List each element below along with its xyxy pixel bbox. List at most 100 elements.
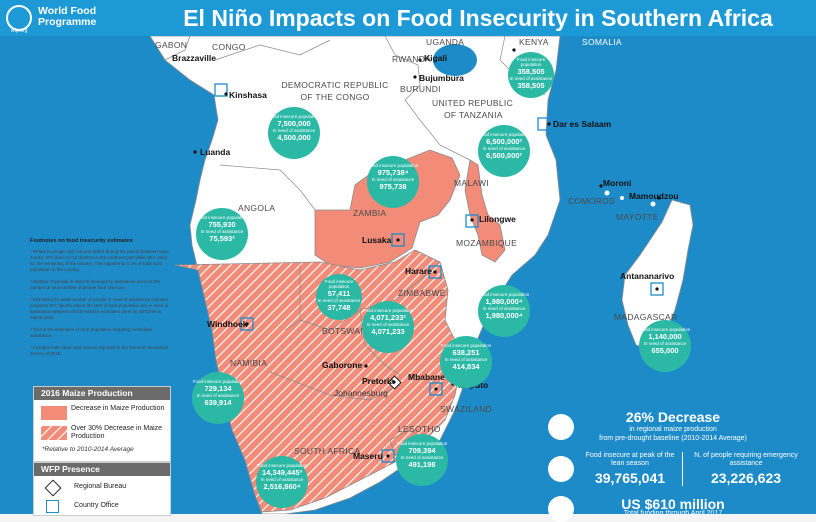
wfp-logo: World Food Programme wfp.org: [6, 4, 138, 34]
country-mozambique: MOZAMBIQUE: [456, 238, 518, 248]
country-malawi: MALAWI: [454, 178, 490, 188]
city-antananarivo: Antananarivo: [620, 271, 675, 281]
funding-headline: US $610 million: [621, 496, 725, 512]
bubble-kenya-fi: 358,505: [517, 67, 545, 76]
bubble-label: In need of assistance: [482, 306, 526, 311]
city-dar-es-salaam: Dar es Salaam: [553, 119, 612, 129]
bubble-label: Food insecure population: [440, 343, 492, 348]
bubble-lesotho-fi: 709,394: [408, 446, 436, 455]
bubble-label: In need of assistance: [482, 146, 526, 151]
footnotes-title: Footnotes on food insecurity estimates: [30, 238, 133, 244]
footnote-4: ⁴ This is the estimates of rural populat…: [30, 327, 153, 338]
bubble-label: Food insecure population: [192, 379, 244, 384]
header-bar: World Food Programme wfp.org El Niño Imp…: [0, 0, 816, 36]
bubble-label: In need of assistance: [200, 229, 244, 234]
country-comoros: COMOROS: [568, 196, 615, 206]
bubble-label: In need of assistance: [260, 477, 304, 482]
decrease-sub1: in regional maize production: [629, 426, 717, 433]
country-office-icon: [46, 500, 59, 513]
city-lusaka: Lusaka: [362, 235, 392, 245]
logo-line1: World Food: [38, 5, 97, 17]
bubble-label: In need of assistance: [400, 455, 444, 460]
bubble-botswana-na: 37,748: [327, 303, 351, 312]
bubble-namibia-na: 639,914: [204, 398, 232, 407]
legend-regional-label: Regional Bureau: [74, 483, 127, 490]
bubble-madagascar-fi: 1,140,000: [648, 332, 682, 341]
country-swaziland: SWAZILAND: [440, 404, 492, 414]
bubble-label: Food insecure population: [362, 308, 414, 313]
country-south-africa: SOUTH AFRICA: [294, 446, 361, 456]
need-value: 23,226,623: [710, 470, 782, 486]
country-zambia: ZAMBIA: [353, 208, 387, 218]
stats-panel: 26% Decrease in regional maize productio…: [538, 404, 808, 522]
decrease-sub2: from pre-drought baseline (2010-2014 Ave…: [599, 435, 747, 442]
logo-url: wfp.org: [11, 28, 28, 34]
city-mbabane: Mbabane: [408, 372, 445, 382]
bubble-swaziland-fi: 638,251: [452, 348, 480, 357]
bubble-label: Food insecure population: [478, 132, 530, 137]
bubble-label: In need of assistance: [643, 341, 687, 346]
bubble-swaziland-na: 414,834: [452, 362, 480, 371]
country-zimbabwe: ZIMBABWE: [398, 288, 446, 298]
footnote-2: ² Number of people in need of emergency …: [30, 279, 161, 290]
bubble-label: In need of assistance: [317, 298, 361, 303]
country-botswana: BOTSWANA: [322, 326, 373, 336]
bubble-label: Food insecure population: [324, 279, 354, 289]
country-somalia: SOMALIA: [582, 37, 622, 47]
lake-victoria: [433, 44, 477, 76]
legend-decrease-label: Decrease in Maize Production: [71, 405, 165, 412]
bubble-angola: Food insecure population 755,930 In need…: [196, 208, 248, 260]
city-harare: Harare: [405, 266, 432, 276]
country-madagascar: MADAGASCAR: [614, 312, 678, 322]
country-tanzania-line1: UNITED REPUBLIC: [432, 98, 514, 108]
swatch-decrease: [41, 406, 67, 420]
city-pretoria: Pretoria: [362, 376, 395, 386]
bubble-tanzania: Food insecure population 6,500,000² In n…: [478, 125, 530, 177]
decrease-headline: 26% Decrease: [625, 409, 721, 425]
comoros-island-2: [620, 196, 624, 200]
comoros-island: [604, 190, 610, 196]
bubble-tanzania-fi: 6,500,000²: [486, 137, 522, 146]
bubble-label: In need of assistance: [509, 76, 553, 81]
bubble-zimbabwe: Food insecure population 4,071,233² In n…: [362, 301, 414, 353]
bubble-namibia-fi: 729,134: [204, 384, 232, 393]
bubble-malawi: Food insecure population 975,738⁴ In nee…: [367, 156, 419, 208]
country-namibia: NAMIBIA: [230, 358, 268, 368]
bubble-mozambique-na: 1,980,000⁴: [485, 311, 523, 320]
country-drc-line1: DEMOCRATIC REPUBLIC: [281, 80, 389, 90]
country-congo: CONGO: [212, 42, 246, 52]
bubble-label: Food insecure population: [478, 292, 530, 297]
footnotes: Footnotes on food insecurity estimates ¹…: [30, 238, 170, 363]
country-gabon: GABON: [155, 40, 188, 50]
bubble-kenya-na: 358,505: [517, 81, 545, 90]
wfp-emblem-icon: [6, 5, 32, 31]
bubble-mozambique-fi: 1,980,000⁴: [485, 297, 523, 306]
city-lilongwe: Lilongwe: [479, 214, 516, 224]
city-moroni: Moroni: [603, 178, 632, 188]
gabon-coast: [149, 36, 191, 61]
capital-dots: [193, 48, 661, 458]
city-gaborone: Gaborone: [322, 360, 363, 370]
bubble-madagascar: Food insecure population 1,140,000 In ne…: [639, 320, 691, 372]
legend-wfp-presence: WFP Presence Regional Bureau Country Off…: [33, 462, 171, 516]
city-mamoudzou: Mamoudzou: [629, 191, 679, 201]
bubble-angola-fi: 755,930: [208, 220, 236, 229]
legend-over30-label: Over 30% Decrease in Maize Production: [71, 425, 163, 440]
bubble-label: Food insecure population: [367, 163, 419, 168]
bubble-malawi-fi: 975,738⁴: [377, 168, 409, 177]
city-luanda: Luanda: [200, 147, 231, 157]
bubble-namibia: Food insecure population 729,134 In need…: [192, 372, 244, 424]
city-windhoek: Windhoek: [207, 319, 248, 329]
country-drc-line2: OF THE CONGO: [300, 92, 370, 102]
bubble-drc-fi: 7,500,000: [277, 119, 311, 128]
bubble-south-africa-fi: 14,349,445³: [261, 468, 303, 477]
need-label: N. of people requiring emergency assista…: [694, 452, 798, 467]
bubble-malawi-na: 975,738: [379, 182, 407, 191]
legend-relative-note: *Relative to 2010-2014 Average: [42, 446, 134, 453]
bubble-drc: Food insecure population 7,500,000 In ne…: [268, 107, 320, 159]
bubble-lesotho-na: 491,198: [408, 460, 436, 469]
people-icon: [548, 456, 574, 482]
city-kinshasa: Kinshasa: [229, 90, 267, 100]
country-burundi: BURUNDI: [400, 84, 441, 94]
bubble-botswana-fi: 57,411: [327, 289, 351, 298]
